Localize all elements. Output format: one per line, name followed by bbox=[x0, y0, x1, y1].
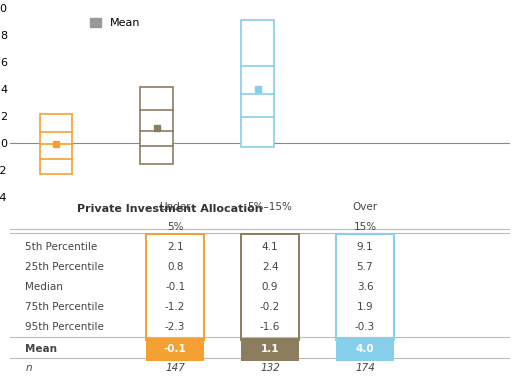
Text: 5%: 5% bbox=[167, 222, 183, 232]
Text: 1.9: 1.9 bbox=[357, 302, 373, 312]
Text: 4.1: 4.1 bbox=[262, 242, 279, 252]
Text: Private Investment Allocation: Private Investment Allocation bbox=[77, 205, 263, 215]
Text: 3.6: 3.6 bbox=[357, 282, 373, 292]
Text: 15%: 15% bbox=[353, 222, 376, 232]
Text: 0.8: 0.8 bbox=[167, 262, 183, 272]
Text: 2.1: 2.1 bbox=[167, 242, 183, 252]
Text: 5.7: 5.7 bbox=[357, 262, 373, 272]
Bar bbox=[141, 87, 173, 165]
Text: 9.1: 9.1 bbox=[357, 242, 373, 252]
Text: 4.0: 4.0 bbox=[356, 344, 374, 354]
Bar bbox=[146, 234, 204, 340]
Text: 132: 132 bbox=[260, 363, 280, 373]
Bar bbox=[336, 234, 393, 340]
Text: 25th Percentile: 25th Percentile bbox=[25, 262, 104, 272]
Text: 2.4: 2.4 bbox=[262, 262, 279, 272]
Text: 95th Percentile: 95th Percentile bbox=[25, 322, 104, 332]
Text: 147: 147 bbox=[165, 363, 185, 373]
Text: 5%–15%: 5%–15% bbox=[248, 202, 293, 212]
Text: 5th Percentile: 5th Percentile bbox=[25, 242, 97, 252]
Text: Over: Over bbox=[352, 202, 377, 212]
Text: 1.1: 1.1 bbox=[261, 344, 279, 354]
Text: n: n bbox=[25, 363, 32, 373]
Text: -0.2: -0.2 bbox=[260, 302, 280, 312]
Text: 75th Percentile: 75th Percentile bbox=[25, 302, 104, 312]
Text: Under: Under bbox=[160, 202, 191, 212]
Text: -0.1: -0.1 bbox=[164, 344, 186, 354]
Text: Median: Median bbox=[25, 282, 63, 292]
Bar bbox=[336, 338, 393, 361]
Text: 174: 174 bbox=[355, 363, 375, 373]
Bar bbox=[146, 338, 204, 361]
Text: -1.2: -1.2 bbox=[165, 302, 185, 312]
Legend: Mean: Mean bbox=[86, 13, 145, 32]
Text: Mean: Mean bbox=[25, 344, 57, 354]
Text: -1.6: -1.6 bbox=[260, 322, 280, 332]
Bar bbox=[242, 338, 299, 361]
Bar bbox=[242, 234, 299, 340]
Text: -0.1: -0.1 bbox=[165, 282, 185, 292]
Bar bbox=[242, 20, 273, 147]
Bar bbox=[40, 114, 72, 174]
Text: -2.3: -2.3 bbox=[165, 322, 185, 332]
Text: 0.9: 0.9 bbox=[262, 282, 278, 292]
Text: -0.3: -0.3 bbox=[355, 322, 375, 332]
